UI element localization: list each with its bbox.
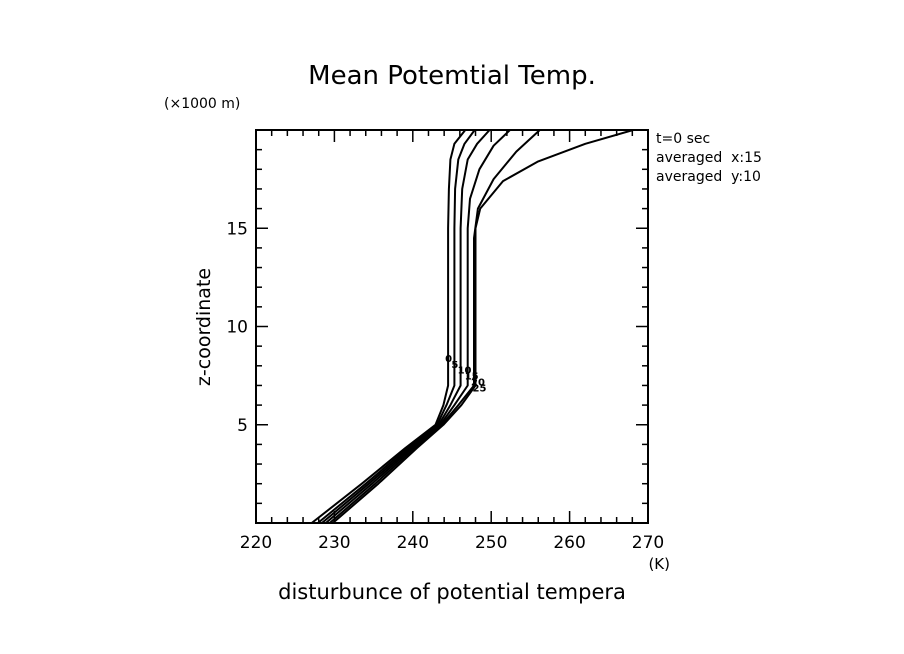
curve-label-1: 0 (445, 354, 452, 365)
curve-label-4: 15 (465, 372, 479, 383)
x-tick-label: 220 (240, 533, 272, 553)
x-axis-unit: (K) (648, 555, 670, 573)
series-line-6 (332, 130, 634, 523)
curve-label-3: 10 (458, 366, 472, 377)
y-tick-label: 5 (237, 416, 248, 436)
series-line-3 (321, 130, 491, 523)
curve-label-6: 25 (473, 383, 487, 394)
annotation-avg-y: averaged y:10 (656, 169, 761, 185)
chart-title: Mean Potemtial Temp. (308, 61, 596, 91)
series-line-2 (317, 130, 476, 523)
series-line-5 (329, 130, 541, 523)
x-tick-label: 270 (632, 533, 664, 553)
ticks (255, 129, 649, 524)
curves (311, 130, 634, 523)
plot-frame (255, 129, 649, 524)
y-tick-label: 15 (226, 219, 248, 239)
curve-label-5: 20 (471, 378, 485, 389)
series-line-4 (325, 130, 511, 523)
annotation-time: t=0 sec (656, 131, 710, 147)
y-tick-label: 10 (226, 318, 248, 338)
x-tick-label: 230 (318, 533, 350, 553)
x-tick-label: 240 (397, 533, 429, 553)
series-line-1 (311, 130, 467, 523)
x-tick-label: 260 (553, 533, 585, 553)
annotations: t=0 sec averaged x:15 averaged y:10 (656, 131, 762, 185)
y-axis-label: z-coordinate (193, 268, 215, 386)
y-axis-unit: (×1000 m) (164, 96, 240, 112)
x-tick-label: 250 (475, 533, 507, 553)
annotation-avg-x: averaged x:15 (656, 150, 762, 166)
curve-label-2: 5 (451, 360, 458, 371)
x-axis-label: disturbunce of potential tempera (278, 580, 626, 604)
